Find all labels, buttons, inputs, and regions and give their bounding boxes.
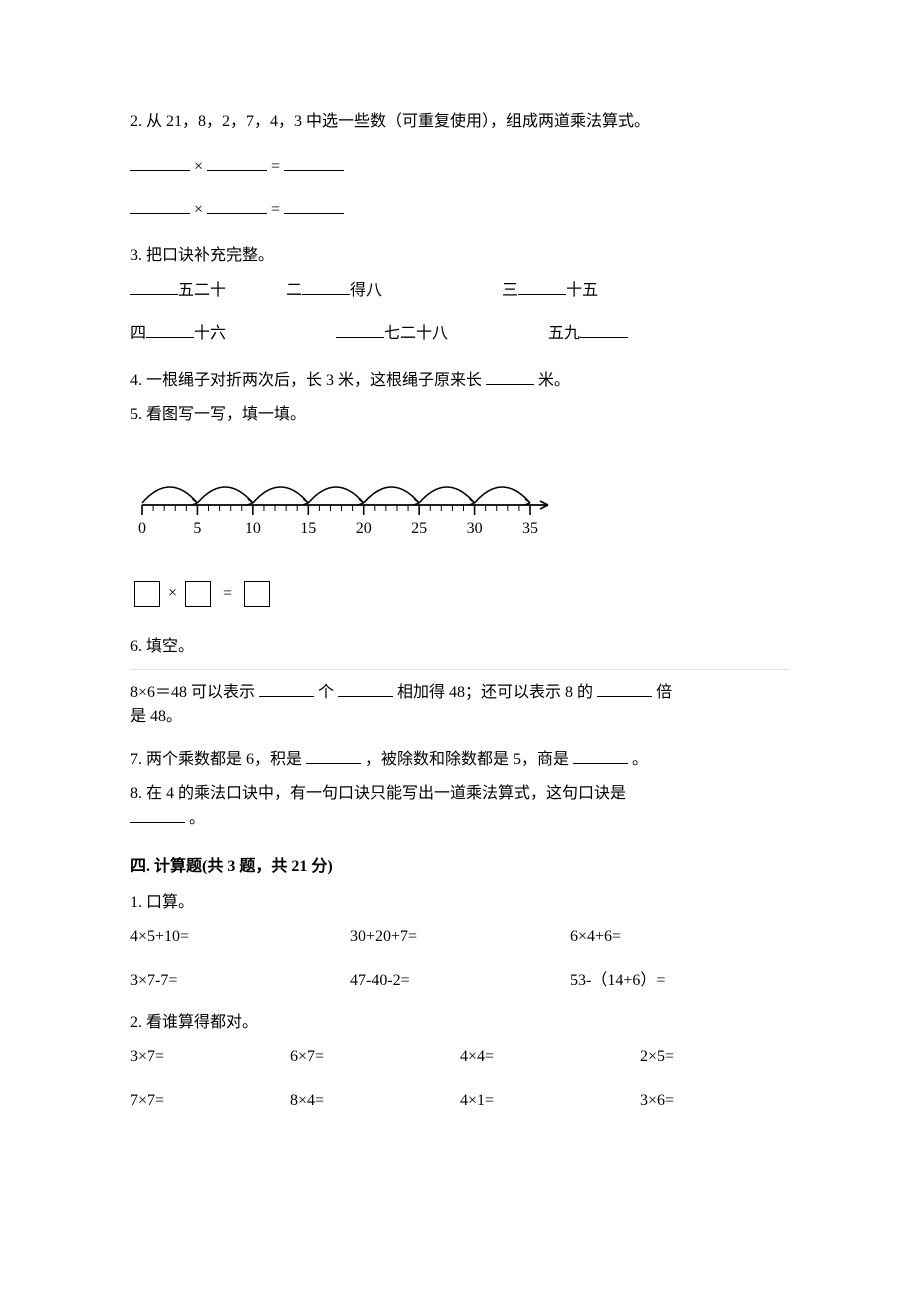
q6-body: 8×6＝48 可以表示 个 相加得 48；还可以表示 8 的 倍 是 48。 [130,680,790,729]
q5-box-c[interactable] [244,581,270,607]
section4-title: 四. 计算题(共 3 题，共 21 分) [130,855,790,879]
q8-a: 8. 在 4 的乘法口诀中，有一句口诀只能写出一道乘法算式，这句口诀是 [130,785,626,802]
calc-item: 4×1= [460,1089,640,1113]
calc-item: 3×6= [640,1089,780,1113]
s4-p1-grid: 4×5+10= 30+20+7= 6×4+6= 3×7-7= 47-40-2= … [130,925,790,993]
q8-blank[interactable] [130,806,185,823]
q7-c: 。 [632,751,648,768]
q5-prompt: 5. 看图写一写，填一填。 [130,403,790,427]
q2-equation-2: × = [130,197,790,222]
q3-r1-text1: 五二十 [178,279,226,303]
worksheet-page: 2. 从 21，8，2，7，4，3 中选一些数（可重复使用），组成两道乘法算式。… [0,0,920,1201]
svg-text:20: 20 [356,520,372,537]
mult-sign: × [194,201,203,218]
q5-eq: = [223,585,232,602]
q2-e2-factor2[interactable] [207,197,267,214]
q7-blank2[interactable] [573,747,628,764]
q4-text-b: 米。 [538,372,570,389]
svg-text:15: 15 [300,520,316,537]
q3-r1-blank3[interactable] [518,278,566,295]
q7-line: 7. 两个乘数都是 6，积是 ，被除数和除数都是 5，商是 。 [130,747,790,772]
s4-p2-grid: 3×7= 6×7= 4×4= 2×5= 7×7= 8×4= 4×1= 3×6= [130,1045,790,1113]
q3-r2-text1b: 十六 [194,322,226,346]
q4-text-a: 4. 一根绳子对折两次后，长 3 米，这根绳子原来长 [130,372,482,389]
q3-r2-blank2[interactable] [336,321,384,338]
q6-b: 个 [318,684,334,701]
q6-e: 是 48。 [130,708,182,725]
calc-item: 2×5= [640,1045,780,1069]
svg-text:30: 30 [467,520,483,537]
q6-a: 8×6＝48 可以表示 [130,684,255,701]
q6-d: 倍 [656,684,672,701]
q6-blank1[interactable] [259,680,314,697]
faint-divider [130,669,790,670]
s4-p1-prompt: 1. 口算。 [130,891,790,915]
q6-blank3[interactable] [597,680,652,697]
svg-text:35: 35 [522,520,538,537]
calc-item: 3×7= [130,1045,290,1069]
svg-text:10: 10 [245,520,261,537]
q5-op: × [168,585,177,602]
q8-line: 8. 在 4 的乘法口诀中，有一句口诀只能写出一道乘法算式，这句口诀是 。 [130,782,790,831]
q8-b: 。 [189,810,205,827]
q4-blank[interactable] [486,368,534,385]
q3-r1-blank1[interactable] [130,278,178,295]
calc-item: 4×5+10= [130,925,350,949]
s4-p2-prompt: 2. 看谁算得都对。 [130,1011,790,1035]
q2-prompt: 2. 从 21，8，2，7，4，3 中选一些数（可重复使用），组成两道乘法算式。 [130,110,790,134]
q3-r2-text1a: 四 [130,322,146,346]
q2-e1-factor2[interactable] [207,154,267,171]
q7-blank1[interactable] [306,747,361,764]
q3-row1: 五二十 二 得八 三 十五 [130,278,790,303]
calc-item: 30+20+7= [350,925,570,949]
q6-blank2[interactable] [338,680,393,697]
calc-item: 3×7-7= [130,969,350,993]
q3-r2-blank1[interactable] [146,321,194,338]
q2-e1-result[interactable] [284,154,344,171]
q3-r2-text2: 七二十八 [384,322,448,346]
svg-text:5: 5 [193,520,201,537]
q5-equation: × = [130,581,790,607]
q5-box-b[interactable] [185,581,211,607]
q3-r2-blank3[interactable] [580,321,628,338]
equals-sign: = [271,158,280,175]
svg-text:25: 25 [411,520,427,537]
mult-sign: × [194,158,203,175]
q2-e2-factor1[interactable] [130,197,190,214]
q5-box-a[interactable] [134,581,160,607]
q2-e2-result[interactable] [284,197,344,214]
q3-r1-text3a: 三 [502,279,518,303]
q5-numberline-wrap: 0 5 10 15 20 25 30 35 [130,455,790,545]
q3-r1-text2a: 二 [286,279,302,303]
q2-e1-factor1[interactable] [130,154,190,171]
calc-item: 6×4+6= [570,925,790,949]
equals-sign: = [271,201,280,218]
q3-r1-text2b: 得八 [350,279,382,303]
q3-r2-text3: 五九 [548,322,580,346]
q2-equation-1: × = [130,154,790,179]
q3-prompt: 3. 把口诀补充完整。 [130,244,790,268]
svg-text:0: 0 [138,520,146,537]
numberline-svg: 0 5 10 15 20 25 30 35 [130,455,560,545]
calc-item: 6×7= [290,1045,460,1069]
q6-c: 相加得 48；还可以表示 8 的 [397,684,593,701]
calc-item: 47-40-2= [350,969,570,993]
calc-item: 53-（14+6）= [570,969,790,993]
calc-item: 7×7= [130,1089,290,1113]
q3-r1-blank2[interactable] [302,278,350,295]
q3-row2: 四 十六 七二十八 五九 [130,321,790,346]
q4-line: 4. 一根绳子对折两次后，长 3 米，这根绳子原来长 米。 [130,368,790,393]
q7-a: 7. 两个乘数都是 6，积是 [130,751,302,768]
calc-item: 8×4= [290,1089,460,1113]
calc-item: 4×4= [460,1045,640,1069]
q3-r1-text3b: 十五 [566,279,598,303]
q6-prompt: 6. 填空。 [130,635,790,659]
q7-b: ，被除数和除数都是 5，商是 [365,751,569,768]
